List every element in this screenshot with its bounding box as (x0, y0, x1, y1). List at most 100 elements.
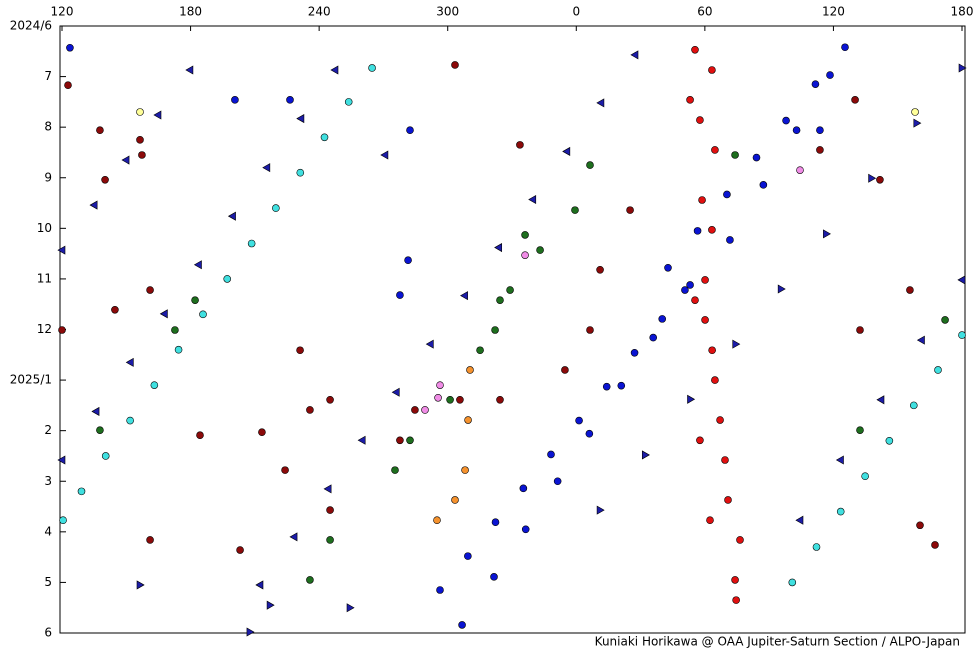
y-tick-label: 4 (44, 524, 52, 538)
marker (885, 436, 894, 445)
marker (602, 382, 611, 391)
marker (185, 65, 194, 75)
marker (528, 194, 537, 205)
marker (686, 281, 694, 289)
marker (272, 204, 280, 212)
marker (199, 310, 207, 319)
y-tick-label: 8 (44, 120, 52, 134)
marker (586, 326, 594, 334)
marker (446, 396, 454, 404)
marker (281, 466, 289, 474)
marker (585, 429, 594, 438)
y-tick-label: 6 (44, 626, 52, 640)
marker (876, 175, 884, 184)
marker (836, 507, 845, 516)
marker (396, 436, 404, 445)
marker (856, 426, 864, 434)
marker (436, 586, 444, 594)
marker (723, 190, 731, 199)
marker (691, 45, 699, 54)
marker (516, 141, 524, 149)
marker (795, 515, 804, 525)
marker (150, 381, 159, 389)
marker (466, 366, 474, 374)
marker (461, 466, 469, 474)
marker (649, 333, 658, 342)
marker (58, 326, 66, 334)
marker (138, 151, 146, 159)
marker (306, 576, 314, 584)
marker (425, 339, 434, 349)
marker (436, 381, 444, 389)
marker (811, 80, 820, 88)
marker (236, 546, 244, 554)
marker (289, 532, 298, 542)
marker (153, 110, 162, 120)
marker (823, 229, 831, 239)
marker (958, 331, 966, 339)
marker (711, 146, 719, 154)
marker (701, 276, 709, 284)
marker (411, 406, 419, 414)
marker (547, 450, 555, 459)
marker (841, 43, 849, 52)
marker (460, 291, 468, 301)
marker (521, 251, 529, 259)
marker (406, 436, 414, 445)
marker (66, 43, 74, 52)
marker (357, 435, 366, 445)
marker (306, 406, 314, 414)
y-tick-label: 12 (37, 322, 52, 336)
marker (664, 263, 672, 272)
y-tick-label: 9 (44, 170, 52, 184)
marker (111, 305, 119, 314)
marker (323, 484, 332, 494)
marker (687, 394, 696, 404)
marker (777, 284, 786, 294)
marker (856, 326, 864, 334)
credit: Kuniaki Horikawa @ OAA Jupiter-Saturn Se… (595, 635, 960, 649)
marker (782, 116, 790, 125)
marker (911, 108, 919, 116)
marker (174, 345, 183, 354)
marker (681, 286, 689, 294)
marker (496, 296, 504, 304)
marker (330, 65, 339, 75)
marker (326, 506, 334, 514)
marker (456, 396, 464, 404)
marker (732, 596, 740, 604)
marker (380, 150, 389, 160)
marker (391, 387, 400, 397)
marker (868, 173, 877, 183)
marker (396, 291, 404, 299)
marker (296, 114, 305, 124)
marker (368, 64, 376, 72)
marker (464, 416, 472, 424)
marker (726, 236, 734, 244)
marker (101, 175, 109, 184)
marker (826, 71, 834, 79)
marker (491, 326, 499, 334)
marker (451, 496, 459, 504)
marker (262, 163, 271, 173)
marker (731, 576, 739, 584)
marker (391, 466, 399, 474)
y-tick-label: 2025/1 (10, 373, 52, 387)
x-tick-label: 240 (308, 5, 331, 19)
marker (521, 525, 530, 534)
marker (506, 286, 514, 294)
marker (721, 456, 729, 464)
x-tick-label: 180 (179, 5, 202, 19)
marker (708, 226, 716, 234)
marker (696, 116, 704, 124)
marker (731, 151, 739, 159)
marker (136, 108, 144, 116)
marker (146, 536, 154, 544)
marker (796, 166, 804, 174)
marker (494, 243, 503, 253)
marker (433, 516, 441, 524)
marker (562, 146, 571, 156)
marker (851, 96, 859, 104)
marker (816, 146, 824, 154)
marker (451, 61, 459, 69)
